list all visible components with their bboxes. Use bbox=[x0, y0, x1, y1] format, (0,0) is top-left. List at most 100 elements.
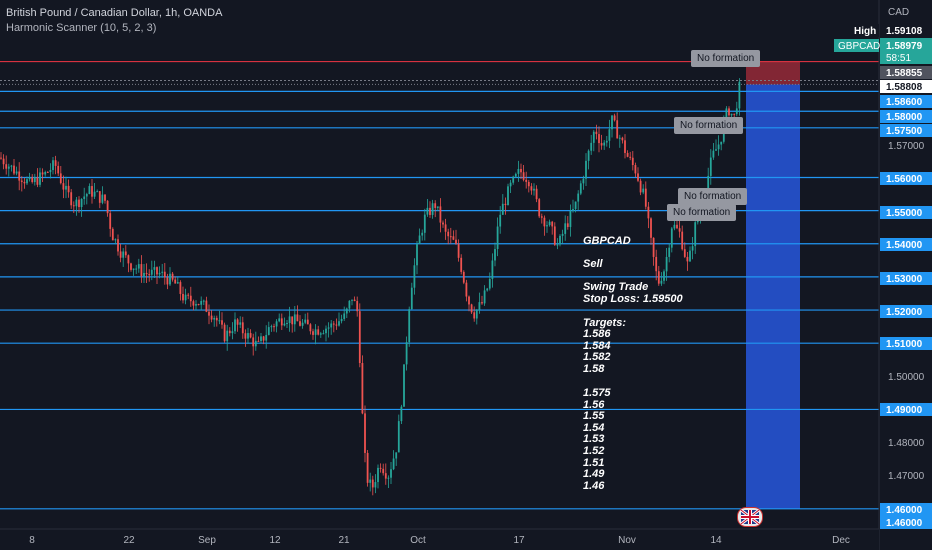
candle-body bbox=[634, 165, 637, 174]
level-price-label: 1.53000 bbox=[886, 274, 923, 285]
candle bbox=[140, 255, 143, 283]
candle bbox=[36, 168, 39, 188]
candle-body bbox=[426, 207, 429, 215]
candle-body bbox=[462, 271, 465, 283]
candle bbox=[187, 292, 190, 300]
candle-body bbox=[176, 282, 179, 284]
candle-body bbox=[413, 265, 416, 288]
note-targets-title: Targets: bbox=[583, 317, 626, 329]
candle bbox=[379, 463, 382, 473]
candle-body bbox=[143, 272, 145, 277]
candle bbox=[670, 226, 673, 253]
candle bbox=[434, 200, 437, 218]
candle-body bbox=[652, 237, 655, 257]
candle bbox=[709, 149, 712, 185]
candle bbox=[691, 236, 694, 260]
candle-body bbox=[626, 152, 629, 157]
candle bbox=[522, 164, 525, 182]
candle-body bbox=[265, 334, 268, 341]
candle-body bbox=[678, 228, 681, 232]
candle bbox=[353, 296, 356, 302]
candle-body bbox=[148, 274, 151, 276]
candle bbox=[52, 156, 54, 175]
candle-body bbox=[556, 244, 559, 246]
candle-body bbox=[57, 165, 60, 174]
candle-body bbox=[382, 468, 385, 474]
price-tick-label: 1.48000 bbox=[888, 438, 925, 449]
candle bbox=[114, 238, 117, 245]
candle bbox=[413, 258, 416, 295]
candle bbox=[18, 162, 21, 191]
candle-body bbox=[293, 314, 296, 325]
indicator-legend[interactable]: Harmonic Scanner (10, 5, 2, 3) bbox=[6, 22, 157, 34]
candle bbox=[208, 304, 210, 325]
candle bbox=[738, 78, 741, 116]
candle-body bbox=[353, 299, 356, 301]
candle-body bbox=[689, 250, 691, 262]
candle bbox=[655, 249, 658, 281]
candle-body bbox=[98, 191, 101, 203]
candle bbox=[241, 316, 244, 339]
candle bbox=[374, 474, 377, 494]
candle-body bbox=[444, 224, 447, 232]
candle-body bbox=[101, 194, 104, 203]
candle bbox=[72, 201, 75, 214]
candle-body bbox=[509, 182, 512, 187]
candle-body bbox=[197, 304, 200, 306]
candle bbox=[579, 180, 582, 196]
level-price-badge bbox=[880, 403, 932, 416]
uk-flag-icon[interactable] bbox=[737, 507, 763, 527]
candle-body bbox=[322, 333, 325, 335]
candle-body bbox=[410, 287, 413, 310]
candle bbox=[39, 167, 41, 188]
candle bbox=[499, 206, 502, 234]
candle bbox=[540, 213, 543, 224]
candle bbox=[561, 229, 564, 244]
candle-body bbox=[145, 272, 148, 275]
candle-body bbox=[569, 210, 572, 227]
candle-body bbox=[106, 200, 109, 214]
candle-body bbox=[111, 228, 114, 241]
candle-body bbox=[218, 320, 221, 322]
level-price-badge bbox=[880, 95, 932, 108]
candle-body bbox=[725, 108, 728, 122]
candle-body bbox=[306, 319, 309, 325]
candle bbox=[384, 463, 387, 485]
candle bbox=[600, 134, 603, 150]
candle bbox=[387, 475, 390, 489]
candle-body bbox=[369, 479, 372, 483]
candle-body bbox=[527, 181, 530, 187]
no-formation-label: No formation bbox=[691, 50, 761, 67]
candle-body bbox=[728, 108, 730, 116]
candle bbox=[293, 306, 296, 332]
candle-body bbox=[75, 199, 78, 207]
candle bbox=[517, 160, 520, 182]
candle-body bbox=[715, 149, 717, 151]
candle bbox=[262, 335, 265, 345]
candle-body bbox=[205, 300, 208, 312]
candle-body bbox=[231, 331, 234, 334]
candle-body bbox=[496, 226, 499, 250]
candle bbox=[514, 172, 517, 178]
candle-body bbox=[65, 185, 67, 190]
candle bbox=[585, 153, 587, 187]
candle-body bbox=[327, 327, 330, 329]
candle-body bbox=[660, 280, 663, 284]
candle-body bbox=[18, 171, 21, 181]
candle-body bbox=[551, 221, 554, 227]
target-value: 1.56 bbox=[583, 398, 605, 411]
candle-body bbox=[616, 120, 619, 139]
candle-body bbox=[392, 458, 395, 470]
level-price-label: 1.54000 bbox=[886, 240, 923, 251]
candle bbox=[286, 319, 288, 328]
candle bbox=[236, 318, 239, 332]
candle-body bbox=[44, 171, 47, 175]
candle bbox=[85, 192, 88, 205]
candle-body bbox=[624, 140, 626, 153]
candle-body bbox=[36, 177, 39, 185]
candle-body bbox=[579, 183, 582, 194]
candle-body bbox=[236, 319, 239, 325]
candle-body bbox=[738, 81, 741, 109]
candle-body bbox=[262, 336, 265, 341]
